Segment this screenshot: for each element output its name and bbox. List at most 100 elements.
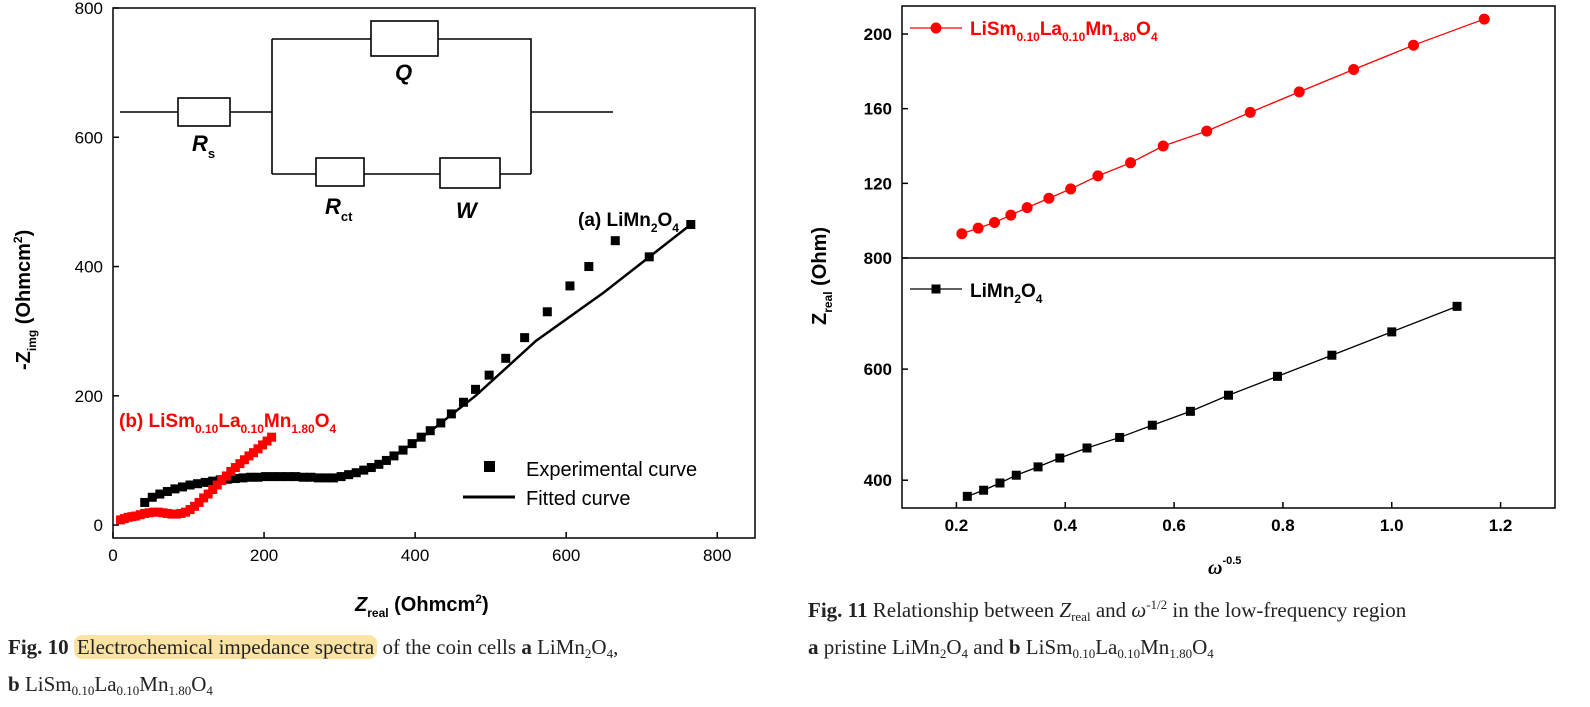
data-point <box>1157 140 1169 152</box>
data-point <box>140 497 150 507</box>
data-point <box>298 472 308 482</box>
data-point <box>321 473 331 483</box>
fig10-caption: Fig. 10 Electrochemical impedance spectr… <box>8 635 619 698</box>
data-point <box>135 510 145 520</box>
data-point <box>1387 327 1397 337</box>
data-point <box>158 508 168 518</box>
data-point <box>1147 420 1157 430</box>
fig10-highlight: Electrochemical impedance spectra <box>73 635 378 659</box>
data-point <box>1011 470 1021 480</box>
data-point <box>1478 13 1490 25</box>
legend-marker-experimental <box>484 461 495 472</box>
data-point <box>221 471 231 481</box>
circuit-cpe-q <box>370 20 439 57</box>
data-point <box>153 507 163 517</box>
data-point <box>239 455 249 465</box>
data-point <box>208 476 218 486</box>
data-point <box>407 439 417 449</box>
data-point <box>217 475 227 485</box>
data-point <box>1201 125 1213 137</box>
circuit-wire <box>438 38 532 174</box>
y-tick-label: 0 <box>94 516 103 535</box>
data-point <box>610 236 620 246</box>
data-point <box>261 472 271 482</box>
fig10-rest: of the coin cells <box>382 635 517 659</box>
data-point <box>155 489 165 499</box>
x-tick-label: 0.4 <box>1053 516 1077 535</box>
data-point <box>366 463 376 473</box>
data-point <box>212 480 222 490</box>
data-point <box>131 511 141 521</box>
x-tick-label: 400 <box>401 546 429 565</box>
data-point <box>1092 170 1104 182</box>
data-point <box>235 459 245 469</box>
data-point <box>1033 462 1043 472</box>
data-point <box>230 463 240 473</box>
fig11-b: b <box>1008 635 1021 659</box>
data-point <box>199 493 209 503</box>
data-point <box>542 307 552 317</box>
fig11-a: a <box>808 635 819 659</box>
data-point <box>170 484 180 494</box>
data-point <box>329 473 339 483</box>
data-point <box>167 509 177 519</box>
data-point <box>1452 301 1462 311</box>
data-point <box>1408 39 1420 51</box>
x-tick-label: 1.0 <box>1380 516 1404 535</box>
legend-label-limn2o4: LiMn2O4 <box>970 281 1043 306</box>
data-point <box>425 426 435 436</box>
data-point <box>283 472 293 482</box>
y-tick-label: 160 <box>864 100 892 119</box>
data-point <box>268 472 278 482</box>
fig10-a: a <box>521 635 532 659</box>
data-point <box>253 444 263 454</box>
legend-marker-lisml <box>930 22 942 34</box>
data-point <box>1043 192 1055 204</box>
data-point <box>995 478 1005 488</box>
fig11-and: and <box>1095 598 1127 622</box>
series-label-limn2o4: (a) LiMn2O4 <box>578 210 679 235</box>
data-point <box>176 508 186 518</box>
data-point <box>185 505 195 515</box>
data-point <box>200 477 210 487</box>
data-point <box>686 220 696 230</box>
data-point <box>253 472 263 482</box>
circuit-resistor-rs <box>177 97 231 127</box>
data-point <box>1125 157 1137 169</box>
series-label-lismla: (b) LiSm0.10La0.10Mn1.80O4 <box>119 411 336 436</box>
x-tick-label: 0.2 <box>945 516 969 535</box>
y-tick-label: 200 <box>75 387 103 406</box>
x-tick-label: 0.8 <box>1271 516 1295 535</box>
plot-frame-fig11 <box>901 5 1556 509</box>
circuit-warburg-w <box>439 157 501 189</box>
data-point <box>1327 350 1337 360</box>
fig11-text: Relationship between <box>872 598 1055 622</box>
data-point <box>1348 63 1360 75</box>
data-point <box>162 508 172 518</box>
data-point <box>193 479 203 489</box>
data-point <box>262 436 272 446</box>
data-point <box>962 491 972 501</box>
y-tick-label: 800 <box>864 249 892 268</box>
x-tick-label: 0 <box>108 546 117 565</box>
data-point <box>306 472 316 482</box>
data-point <box>291 472 301 482</box>
x-tick-label: 600 <box>552 546 580 565</box>
data-point <box>1005 209 1017 221</box>
equivalent-circuit: Q Rs Rct W <box>120 20 613 224</box>
data-point <box>398 445 408 455</box>
data-point <box>956 228 968 240</box>
legend-label-lisml: LiSm0.10La0.10Mn1.80O4 <box>970 19 1158 44</box>
data-point <box>1224 390 1233 400</box>
data-point <box>245 472 255 482</box>
data-point <box>162 486 172 496</box>
data-point <box>458 397 468 407</box>
data-point <box>190 501 200 511</box>
data-point <box>1055 453 1065 463</box>
fig11-text3: in the low-frequency region <box>1172 598 1407 622</box>
x-tick-label: 0.6 <box>1162 516 1186 535</box>
data-point <box>584 262 594 272</box>
data-point <box>203 489 213 499</box>
data-point <box>381 455 391 465</box>
data-point <box>389 451 399 461</box>
